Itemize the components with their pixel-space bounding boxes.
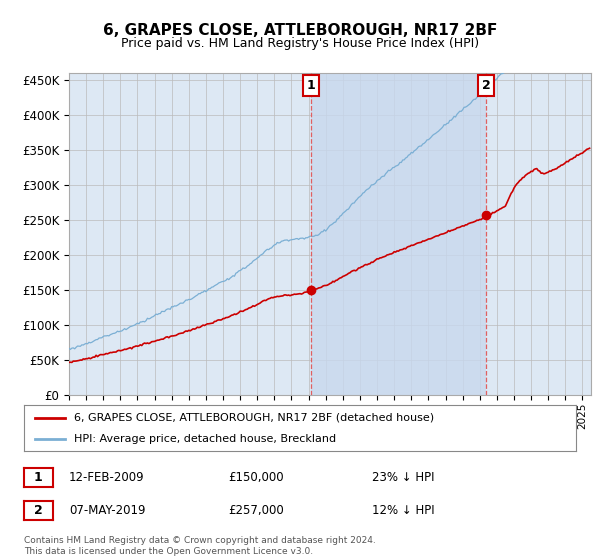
Text: Price paid vs. HM Land Registry's House Price Index (HPI): Price paid vs. HM Land Registry's House … (121, 37, 479, 50)
Text: £150,000: £150,000 (228, 471, 284, 484)
Text: 1: 1 (306, 79, 315, 92)
Text: 23% ↓ HPI: 23% ↓ HPI (372, 471, 434, 484)
Text: 12% ↓ HPI: 12% ↓ HPI (372, 504, 434, 517)
Text: 6, GRAPES CLOSE, ATTLEBOROUGH, NR17 2BF: 6, GRAPES CLOSE, ATTLEBOROUGH, NR17 2BF (103, 24, 497, 38)
Text: 1: 1 (34, 471, 43, 484)
Text: HPI: Average price, detached house, Breckland: HPI: Average price, detached house, Brec… (74, 435, 336, 444)
Text: 12-FEB-2009: 12-FEB-2009 (69, 471, 145, 484)
Text: 2: 2 (482, 79, 490, 92)
Bar (311, 73, 486, 395)
Text: Contains HM Land Registry data © Crown copyright and database right 2024.
This d: Contains HM Land Registry data © Crown c… (24, 536, 376, 556)
Text: £257,000: £257,000 (228, 504, 284, 517)
Text: 2: 2 (34, 504, 43, 517)
Text: 07-MAY-2019: 07-MAY-2019 (69, 504, 146, 517)
Text: 6, GRAPES CLOSE, ATTLEBOROUGH, NR17 2BF (detached house): 6, GRAPES CLOSE, ATTLEBOROUGH, NR17 2BF … (74, 413, 434, 423)
